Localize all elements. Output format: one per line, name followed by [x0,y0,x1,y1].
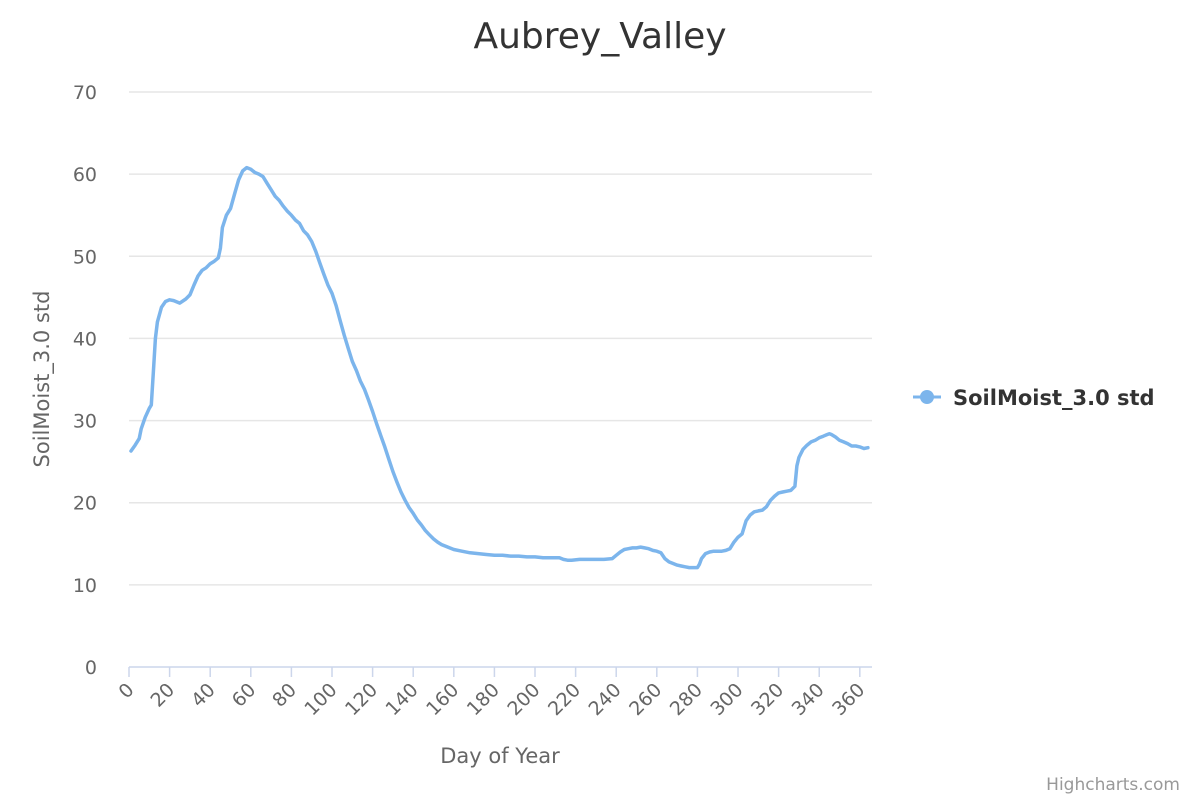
y-tick-label: 20 [73,493,97,515]
x-tick-label: 300 [706,679,747,720]
y-tick-label: 60 [73,164,97,186]
x-tick-label: 280 [666,679,707,720]
y-tick-label: 50 [73,246,97,268]
grid-lines [129,91,872,586]
chart-title: Aubrey_Valley [473,16,726,57]
y-axis-title: SoilMoist_3.0 std [30,291,55,468]
x-tick-label: 180 [463,679,504,720]
x-tick-label: 340 [788,679,829,720]
x-tick-label: 200 [503,679,544,720]
y-tick-label: 0 [85,657,97,679]
x-tick-label: 160 [422,679,463,720]
x-tick-label: 40 [187,679,220,712]
x-axis-title: Day of Year [440,744,560,768]
series-layer [129,165,870,570]
x-tick-label: 20 [146,679,179,712]
x-tick-label: 100 [300,679,341,720]
x-tick-label: 60 [228,679,261,712]
x-tick-label: 120 [341,679,382,720]
credits-link[interactable]: Highcharts.com [1046,775,1180,795]
y-tick-label: 30 [73,411,97,433]
x-tick-label: 240 [585,679,626,720]
y-tick-label: 40 [73,328,97,350]
x-tick-label: 140 [382,679,423,720]
y-tick-label: 70 [73,82,97,104]
x-tick-label: 80 [268,679,301,712]
x-tick-label: 260 [625,679,666,720]
x-tick-label: 320 [747,679,788,720]
legend-marker-icon [920,390,934,404]
x-axis-ticks: 0 20 40 60 80 100 120 140 160 180 200 220 240 260 280 3… [114,667,869,720]
x-tick-label: 0 [114,679,138,703]
y-tick-label: 10 [73,575,97,597]
y-axis-tick-labels: 0 10 20 30 40 50 60 70 [73,82,97,679]
legend-label[interactable]: SoilMoist_3.0 std [953,386,1155,410]
x-tick-label: 220 [544,679,585,720]
legend-item[interactable]: SoilMoist_3.0 std [913,386,1155,410]
series-line[interactable] [129,165,870,570]
x-tick-label: 360 [828,679,869,720]
